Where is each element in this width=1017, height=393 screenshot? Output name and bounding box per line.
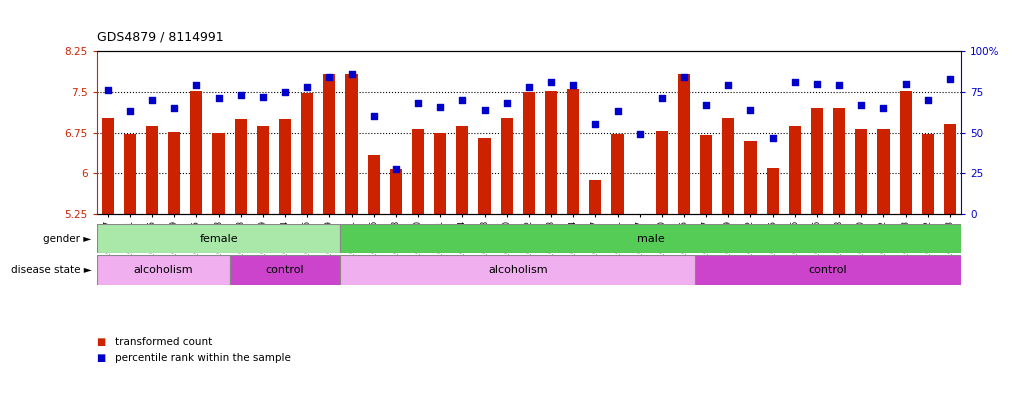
Point — [521, 84, 537, 90]
Bar — [744, 141, 757, 214]
Bar — [279, 119, 291, 214]
Text: ■: ■ — [97, 353, 106, 363]
Point — [166, 105, 182, 111]
Bar — [767, 168, 779, 214]
Point — [344, 71, 360, 77]
Point — [831, 82, 847, 88]
Bar — [855, 129, 868, 214]
Point — [321, 74, 338, 80]
Bar — [230, 255, 341, 285]
Bar — [900, 91, 912, 214]
Point — [942, 76, 958, 82]
Bar — [145, 126, 158, 214]
Point — [809, 81, 825, 87]
Point — [432, 103, 448, 110]
Bar — [168, 132, 180, 214]
Point — [654, 95, 670, 101]
Bar — [235, 119, 247, 214]
Text: disease state ►: disease state ► — [11, 265, 92, 275]
Bar — [256, 126, 268, 214]
Point — [898, 81, 914, 87]
Bar — [341, 255, 695, 285]
Bar — [545, 91, 557, 214]
Text: transformed count: transformed count — [115, 337, 213, 347]
Text: GDS4879 / 8114991: GDS4879 / 8114991 — [97, 30, 224, 43]
Point — [100, 87, 116, 94]
Bar — [346, 74, 358, 214]
Bar — [478, 138, 490, 214]
Bar — [301, 93, 313, 214]
Point — [720, 82, 736, 88]
Bar — [722, 118, 734, 214]
Bar — [341, 224, 961, 253]
Point — [498, 100, 515, 107]
Text: alcoholism: alcoholism — [488, 265, 547, 275]
Point — [299, 84, 315, 90]
Point — [853, 102, 870, 108]
Point — [787, 79, 803, 85]
Point — [876, 105, 892, 111]
Bar — [656, 131, 668, 214]
Text: control: control — [809, 265, 847, 275]
Point — [455, 97, 471, 103]
Point — [410, 100, 426, 107]
Bar — [367, 156, 379, 214]
Point — [476, 107, 492, 113]
Bar — [695, 255, 961, 285]
Bar — [878, 129, 890, 214]
Bar — [457, 126, 469, 214]
Bar — [811, 108, 823, 214]
Text: female: female — [199, 234, 238, 244]
Point — [387, 165, 404, 172]
Text: percentile rank within the sample: percentile rank within the sample — [115, 353, 291, 363]
Point — [698, 102, 714, 108]
Bar — [190, 91, 202, 214]
Point — [277, 89, 293, 95]
Point — [254, 94, 271, 100]
Bar — [412, 129, 424, 214]
Text: ■: ■ — [97, 337, 106, 347]
Point — [609, 108, 625, 115]
Text: male: male — [637, 234, 665, 244]
Bar — [323, 74, 336, 214]
Point — [742, 107, 759, 113]
Point — [587, 121, 603, 128]
Bar — [102, 118, 114, 214]
Point — [765, 134, 781, 141]
Bar — [500, 118, 513, 214]
Point — [365, 113, 381, 119]
Text: gender ►: gender ► — [44, 234, 92, 244]
Bar — [434, 132, 446, 214]
Point — [676, 74, 693, 80]
Point — [565, 82, 582, 88]
Point — [122, 108, 138, 115]
Point — [919, 97, 936, 103]
Bar — [213, 132, 225, 214]
Point — [543, 79, 559, 85]
Bar — [589, 180, 601, 214]
Bar — [567, 89, 580, 214]
Bar — [700, 135, 712, 214]
Point — [632, 131, 648, 138]
Bar — [390, 169, 402, 214]
Bar — [833, 108, 845, 214]
Bar — [97, 224, 341, 253]
Bar — [921, 134, 934, 214]
Point — [211, 95, 227, 101]
Bar — [611, 134, 623, 214]
Point — [143, 97, 160, 103]
Bar — [789, 126, 801, 214]
Bar — [97, 255, 230, 285]
Text: alcoholism: alcoholism — [133, 265, 193, 275]
Point — [188, 82, 204, 88]
Bar — [124, 134, 136, 214]
Bar — [523, 92, 535, 214]
Point — [233, 92, 249, 98]
Bar — [944, 125, 956, 214]
Bar — [678, 74, 691, 214]
Text: control: control — [265, 265, 304, 275]
